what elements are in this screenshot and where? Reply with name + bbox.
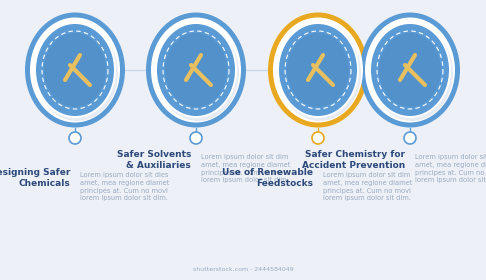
- Text: Use of Renewable
Feedstocks: Use of Renewable Feedstocks: [222, 168, 313, 188]
- Ellipse shape: [268, 13, 368, 127]
- Ellipse shape: [36, 24, 114, 116]
- Ellipse shape: [287, 33, 349, 107]
- Ellipse shape: [25, 13, 125, 127]
- Ellipse shape: [155, 22, 237, 118]
- Ellipse shape: [36, 25, 118, 121]
- Ellipse shape: [157, 25, 239, 121]
- Ellipse shape: [277, 22, 359, 118]
- Circle shape: [190, 132, 202, 144]
- Circle shape: [69, 132, 81, 144]
- Ellipse shape: [151, 17, 241, 123]
- Ellipse shape: [146, 13, 246, 127]
- Circle shape: [404, 132, 416, 144]
- Text: Lorem ipsum dolor sit dies
amet, mea regione diamet
principes at. Cum no movi
lo: Lorem ipsum dolor sit dies amet, mea reg…: [80, 172, 170, 201]
- Text: Lorem ipsum dolor sit dim
amet, mea regione diamet
principes at. Cum no movi
lor: Lorem ipsum dolor sit dim amet, mea regi…: [323, 172, 413, 201]
- Ellipse shape: [273, 17, 363, 123]
- Ellipse shape: [44, 33, 106, 107]
- Ellipse shape: [371, 25, 453, 121]
- Ellipse shape: [279, 25, 361, 121]
- Text: shutterstock.com · 2444584049: shutterstock.com · 2444584049: [192, 267, 294, 272]
- Ellipse shape: [279, 24, 357, 116]
- Ellipse shape: [379, 33, 441, 107]
- Text: Safer Chemistry for
Accident Prevention: Safer Chemistry for Accident Prevention: [302, 150, 405, 170]
- Text: Lorem ipsum dolor sit dim
amet, mea regione diamet
principes at. Cum no movi
lor: Lorem ipsum dolor sit dim amet, mea regi…: [201, 154, 290, 183]
- Ellipse shape: [157, 24, 235, 116]
- Circle shape: [312, 132, 324, 144]
- Text: Lorem ipsum dolor sit dim
amet, mea regione diamet
principes at. Cum no movi
lor: Lorem ipsum dolor sit dim amet, mea regi…: [415, 154, 486, 183]
- Ellipse shape: [34, 22, 116, 118]
- Text: Safer Solvents
& Auxiliaries: Safer Solvents & Auxiliaries: [117, 150, 191, 170]
- Ellipse shape: [165, 33, 227, 107]
- Text: Designing Safer
Chemicals: Designing Safer Chemicals: [0, 168, 70, 188]
- Ellipse shape: [360, 13, 460, 127]
- Ellipse shape: [365, 17, 455, 123]
- Ellipse shape: [30, 17, 120, 123]
- Ellipse shape: [371, 24, 449, 116]
- Ellipse shape: [369, 22, 451, 118]
